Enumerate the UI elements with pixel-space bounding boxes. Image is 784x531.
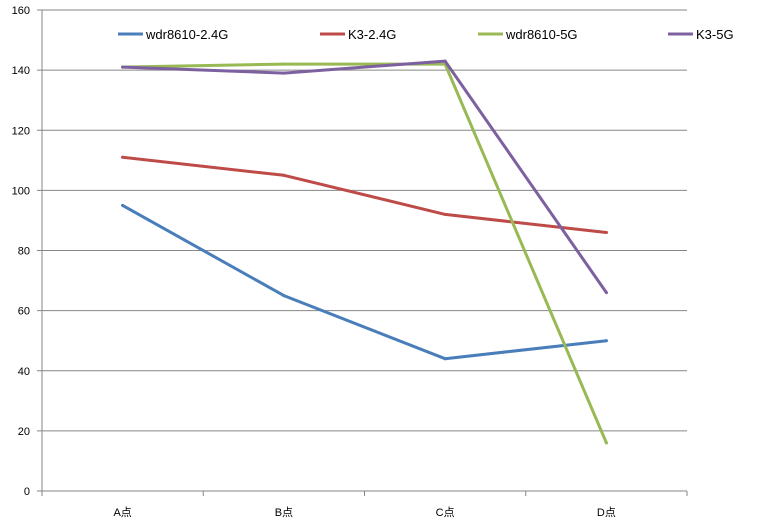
data-point	[443, 212, 447, 216]
y-tick-label: 60	[18, 306, 30, 318]
series-line-1	[121, 155, 608, 234]
data-point	[604, 339, 608, 343]
data-point	[443, 357, 447, 361]
data-point	[121, 65, 125, 69]
data-point	[282, 71, 286, 75]
gridlines	[42, 9, 687, 432]
x-category-label: D点	[597, 506, 616, 519]
series-lines	[121, 59, 608, 445]
x-category-label: C点	[436, 506, 455, 519]
y-tick-label: 40	[18, 366, 30, 378]
series-line-0	[121, 203, 608, 361]
data-point	[604, 230, 608, 234]
legend-label: K3-2.4G	[348, 27, 396, 42]
data-point	[282, 294, 286, 298]
x-category-label: A点	[113, 506, 131, 519]
y-tick-label: 80	[18, 246, 30, 258]
data-point	[604, 441, 608, 445]
legend: wdr8610-2.4G K3-2.4G wdr8610-5G K3-5G	[118, 27, 734, 42]
y-tick-label: 0	[24, 486, 30, 498]
series-line-2	[121, 62, 608, 445]
data-point	[443, 59, 447, 63]
data-point	[604, 291, 608, 295]
data-point	[121, 155, 125, 159]
y-tick-label: 20	[18, 426, 30, 438]
data-point	[282, 173, 286, 177]
data-point	[121, 203, 125, 207]
axes	[37, 9, 688, 496]
y-tick-label: 120	[12, 125, 30, 137]
y-axis-ticks: 0 20 40 60 80 100 120 140 160	[12, 5, 30, 498]
data-point	[282, 62, 286, 66]
y-tick-label: 160	[12, 5, 30, 17]
y-tick-label: 140	[12, 65, 30, 77]
x-category-label: B点	[275, 506, 293, 519]
legend-label: wdr8610-5G	[505, 27, 578, 42]
x-axis-categories: A点 B点 C点 D点	[113, 506, 615, 519]
legend-label: wdr8610-2.4G	[145, 27, 228, 42]
series-line-3	[121, 59, 608, 295]
y-tick-label: 100	[12, 185, 30, 197]
legend-label: K3-5G	[696, 27, 734, 42]
